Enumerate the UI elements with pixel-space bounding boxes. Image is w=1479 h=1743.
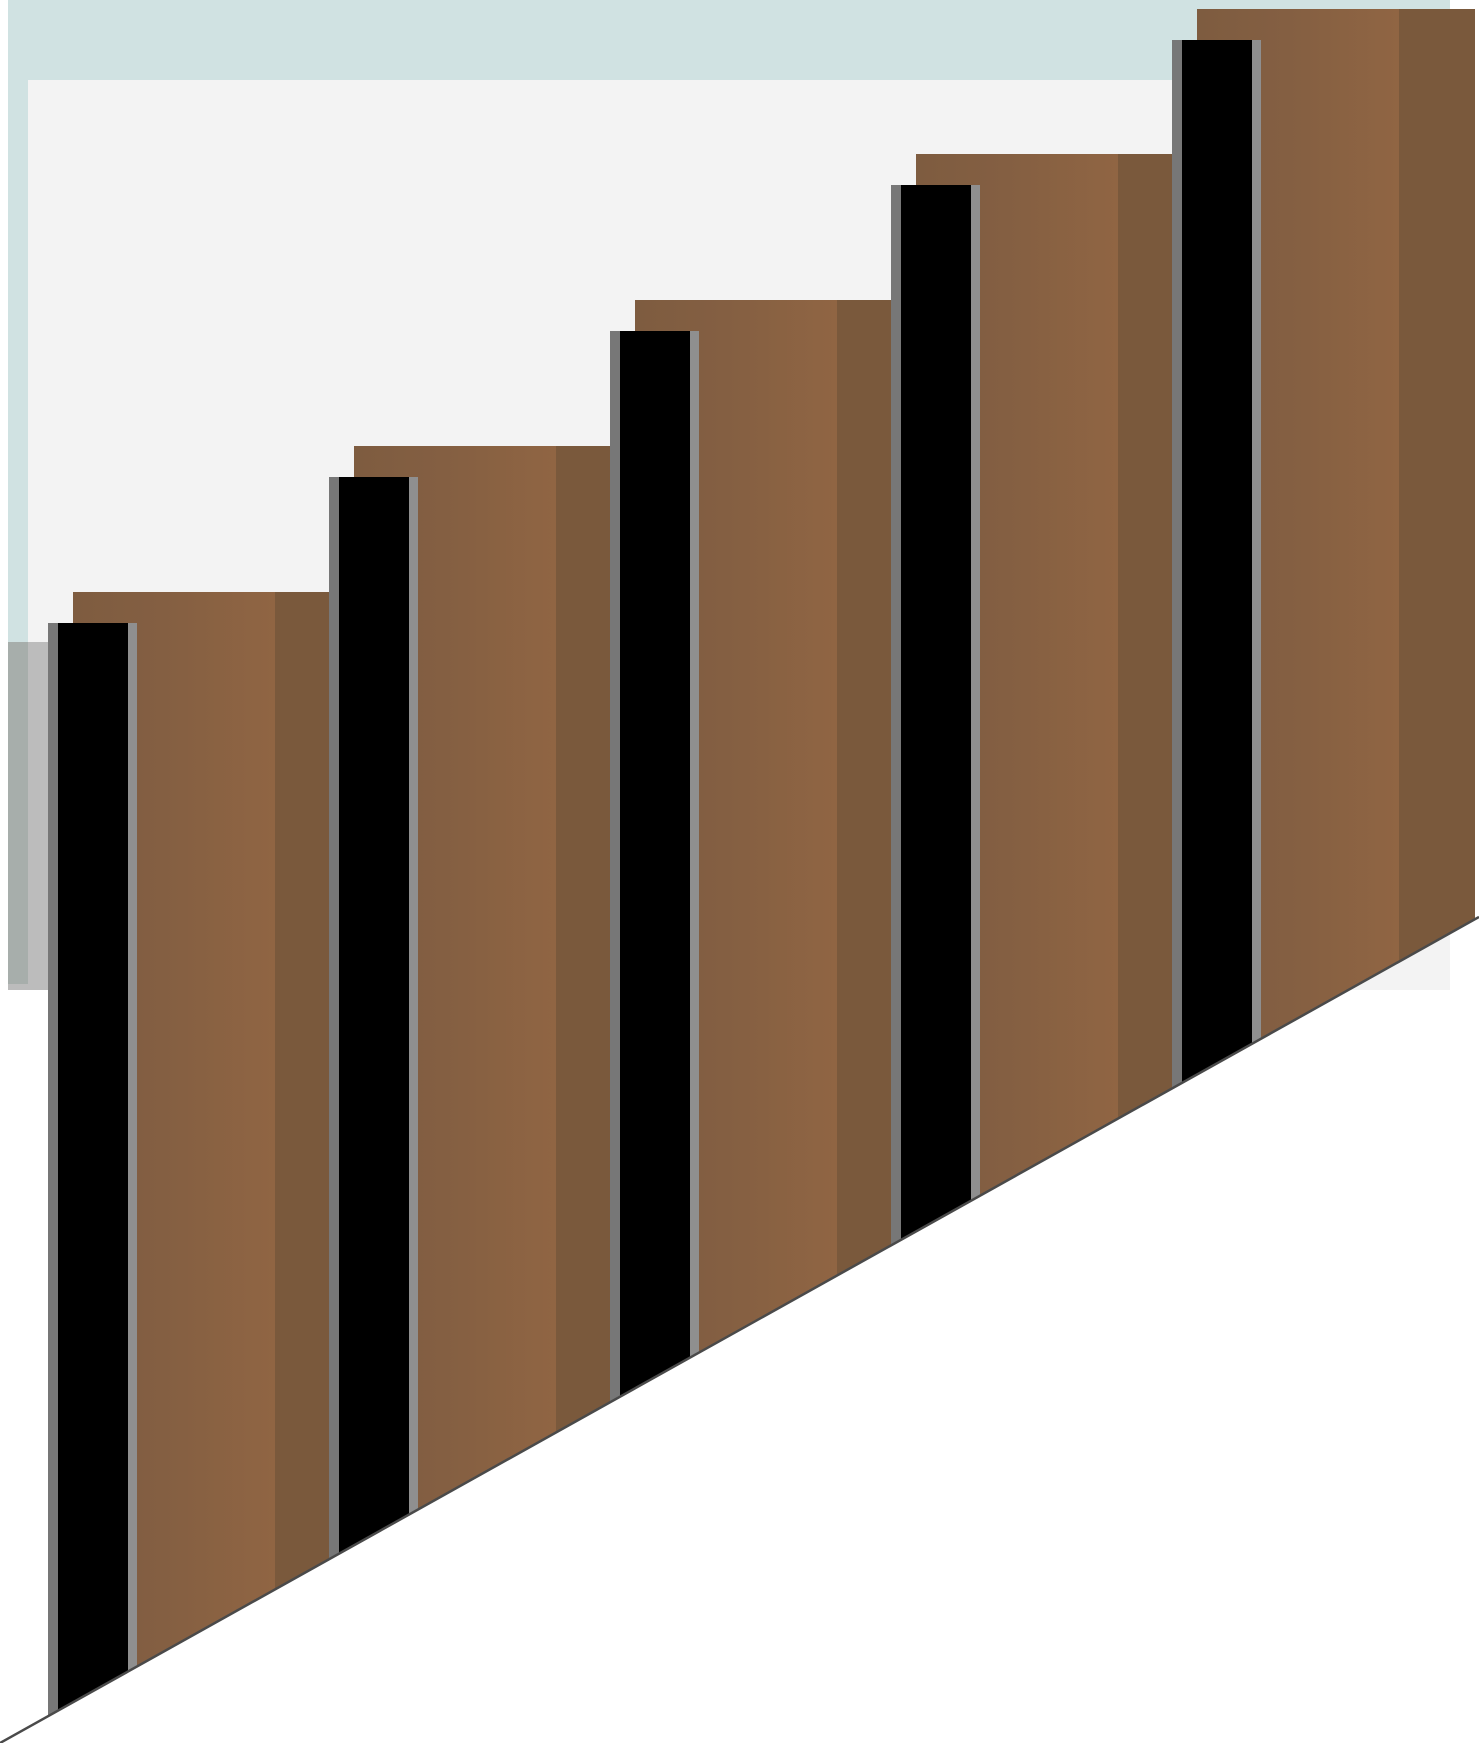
stair-step (329, 446, 612, 1743)
baluster (339, 477, 409, 1743)
step-shadow (1399, 9, 1475, 1743)
stair-step (891, 154, 1174, 1743)
stair-step (48, 592, 331, 1743)
step-shadow (837, 300, 893, 1743)
stringer-line (0, 915, 1479, 1743)
baluster-edge-right (971, 185, 980, 1743)
step-shadow (1118, 154, 1174, 1743)
baluster-edge-left (1172, 40, 1182, 1743)
step-shadow (275, 592, 331, 1743)
baluster-edge-left (48, 623, 58, 1743)
baluster-edge-right (409, 477, 418, 1743)
baluster-edge-right (128, 623, 137, 1743)
baluster (58, 623, 128, 1743)
stair-step (1172, 9, 1475, 1743)
stair-step (610, 300, 893, 1743)
baluster (1182, 40, 1252, 1743)
baluster (901, 185, 971, 1743)
baluster-edge-left (329, 477, 339, 1743)
baluster-edge-right (690, 331, 699, 1743)
step-shadow (556, 446, 612, 1743)
baluster-edge-left (610, 331, 620, 1743)
baluster-edge-left (891, 185, 901, 1743)
baluster-edge-right (1252, 40, 1261, 1743)
wall-plinth-shadow (8, 642, 28, 984)
baluster (620, 331, 690, 1743)
